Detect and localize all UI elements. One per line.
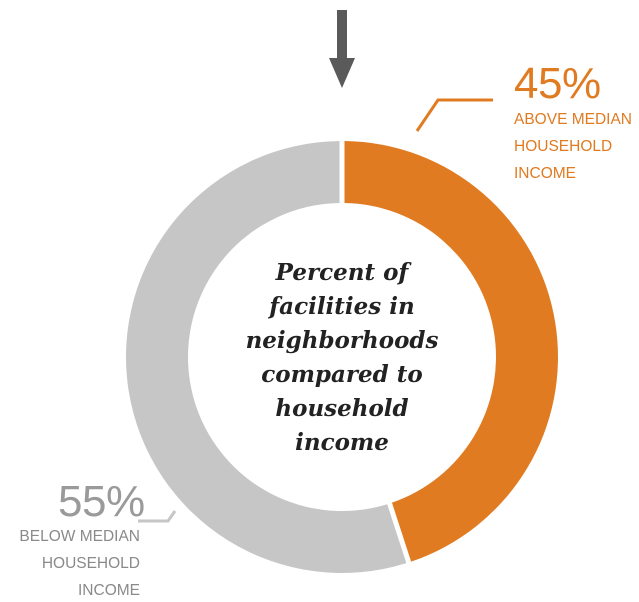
arrow-shaft	[337, 10, 347, 62]
below-median-label-line: HOUSEHOLD	[41, 555, 140, 572]
chart-title: Percent of facilities in neighborhoods c…	[232, 256, 452, 460]
below-median-slice	[125, 141, 407, 573]
above-median-label-line: ABOVE MEDIAN	[514, 111, 632, 128]
chart-title-line: household income	[275, 395, 409, 456]
down-arrow-icon	[329, 10, 355, 88]
below-median-leader-line	[138, 510, 177, 523]
chart-title-line: Percent of	[275, 259, 409, 286]
below-median-label-line: INCOME	[78, 582, 140, 599]
leader-lines	[138, 98, 493, 523]
arrow-head	[329, 58, 355, 88]
above-median-leader-line	[415, 98, 493, 132]
below-median-label-line: BELOW MEDIAN	[19, 528, 140, 545]
above-median-label-line: HOUSEHOLD	[514, 138, 613, 155]
donut-slices	[125, 141, 558, 573]
above-median-label-line: INCOME	[514, 165, 576, 182]
chart-title-line: compared to	[261, 361, 423, 388]
below-median-percent-label: 55%	[58, 477, 145, 526]
above-median-percent-label: 45%	[514, 59, 601, 108]
chart-title-line: neighborhoods	[245, 327, 439, 354]
above-median-slice	[344, 141, 558, 562]
chart-title-line: facilities in	[269, 293, 415, 320]
